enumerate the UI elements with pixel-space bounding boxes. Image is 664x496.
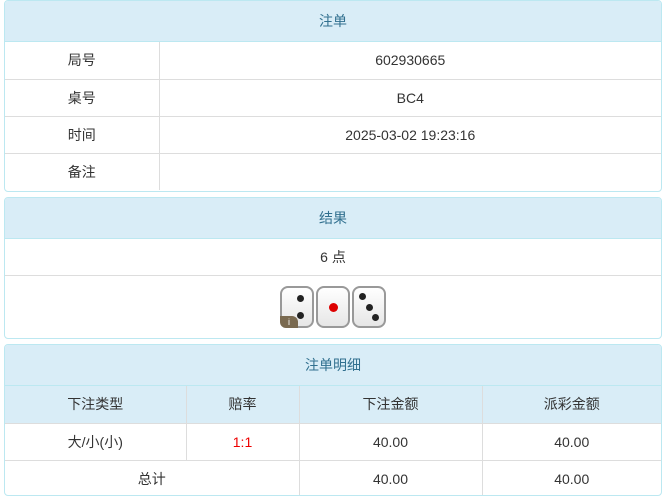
- total-row: 总计 40.00 40.00: [5, 459, 661, 495]
- table-label: 桌号: [5, 78, 159, 116]
- detail-panel-title: 注单明细: [5, 345, 661, 386]
- die-pip: [328, 302, 338, 312]
- table-header-row: 下注类型 赔率 下注金额 派彩金额: [5, 386, 661, 423]
- header-bet-amount: 下注金额: [298, 386, 482, 423]
- die-pip: [297, 295, 305, 303]
- total-label: 总计: [5, 459, 299, 495]
- bet-panel-title: 注单: [5, 1, 661, 42]
- detail-panel: 注单明细 下注类型 赔率 下注金额 派彩金额 大/小(小) 1:1 40.00 …: [4, 344, 662, 496]
- round-value: 602930665: [158, 42, 661, 79]
- payout: 40.00: [481, 422, 661, 460]
- result-panel: 结果 6 点 i: [4, 197, 662, 339]
- table-value: BC4: [158, 78, 661, 116]
- info-icon[interactable]: i: [280, 316, 298, 328]
- table-row: 大/小(小) 1:1 40.00 40.00: [5, 422, 661, 460]
- round-label: 局号: [67, 52, 96, 69]
- table-row: 备注: [5, 152, 661, 190]
- result-points: 6 点: [5, 239, 661, 276]
- time-label: 时间: [5, 115, 159, 153]
- die-face-2: i: [280, 286, 314, 328]
- remark-label: 备注: [5, 152, 159, 190]
- table-row: 时间 2025-03-02 19:23:16: [5, 115, 661, 153]
- die-face-3: [352, 286, 386, 328]
- header-bet-type: 下注类型: [5, 386, 186, 423]
- dice-row: i: [5, 276, 661, 338]
- die-pip: [297, 311, 305, 319]
- die-pip: [372, 314, 380, 322]
- result-panel-title: 结果: [5, 198, 661, 239]
- bet-amount: 40.00: [298, 422, 482, 460]
- remark-value: [158, 152, 661, 190]
- header-payout: 派彩金额: [481, 386, 661, 423]
- total-bet: 40.00: [298, 459, 482, 495]
- die-face-1: [316, 286, 350, 328]
- total-payout: 40.00: [481, 459, 661, 495]
- header-odds: 赔率: [185, 386, 299, 423]
- die-pip: [358, 292, 366, 300]
- bet-panel: 注单 局号 602930665 桌号 BC4 时间 2025-03-02 19:23:…: [4, 0, 662, 192]
- bet-type: 大/小(小): [5, 422, 186, 460]
- odds: 1:1: [185, 422, 299, 460]
- table-row: 局号 602930665: [5, 42, 661, 79]
- time-value: 2025-03-02 19:23:16: [158, 115, 661, 153]
- table-row: 桌号 BC4: [5, 78, 661, 116]
- die-pip: [365, 303, 373, 311]
- bet-info-table: 局号 602930665 桌号 BC4 时间 2025-03-02 19:23:16 …: [5, 42, 661, 190]
- detail-table: 下注类型 赔率 下注金额 派彩金额 大/小(小) 1:1 40.00 40.00…: [5, 386, 661, 495]
